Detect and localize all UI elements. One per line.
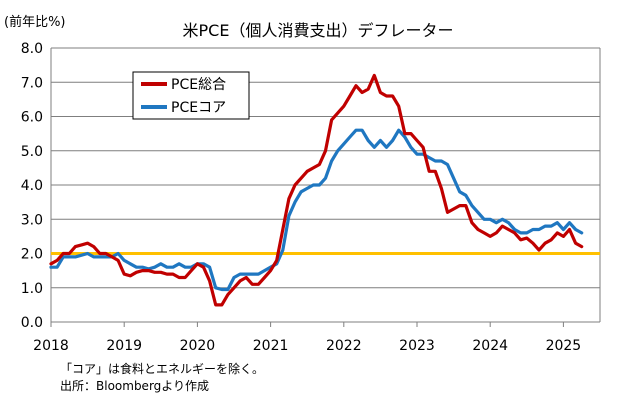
x-tick-label: 2024 — [472, 338, 508, 354]
y-tick-label: 4.0 — [21, 178, 43, 194]
y-tick-label: 1.0 — [21, 281, 43, 297]
legend-label-pce-core: PCEコア — [171, 100, 226, 116]
x-tick-label: 2018 — [33, 338, 69, 354]
series-line-pce-core — [49, 128, 584, 292]
y-axis-unit-label: (前年比%) — [4, 14, 66, 30]
y-tick-label: 3.0 — [21, 212, 43, 228]
y-tick-label: 2.0 — [21, 247, 43, 263]
x-tick-label: 2021 — [253, 338, 289, 354]
x-tick-label: 2020 — [180, 338, 216, 354]
axis-layer: 0.0 1.0 2.0 3.0 4.0 5.0 6.0 7.0 8.0 2018 2019 2020 2… — [21, 41, 581, 354]
legend-label-pce-total: PCE総合 — [171, 77, 226, 93]
x-tick-label: 2019 — [106, 338, 142, 354]
y-tick-label: 5.0 — [21, 144, 43, 160]
y-tick-label: 7.0 — [21, 75, 43, 91]
footnote-source: 出所：Bloombergより作成 — [60, 379, 210, 393]
y-tick-label: 0.0 — [21, 315, 43, 331]
x-tick-label: 2022 — [326, 338, 362, 354]
y-tick-label: 8.0 — [21, 41, 43, 57]
x-tick-label: 2023 — [399, 338, 435, 354]
x-tick-label: 2025 — [546, 338, 582, 354]
series-line-pce-total — [49, 73, 584, 307]
chart-title: 米PCE（個人消費支出）デフレーター — [183, 21, 454, 40]
y-tick-label: 6.0 — [21, 110, 43, 126]
footnote-core-definition: 「コア」は食料とエネルギーを除く。 — [60, 362, 265, 376]
legend: PCE総合 PCEコア — [132, 71, 250, 120]
legend-box — [132, 71, 250, 120]
series-layer — [49, 73, 584, 307]
